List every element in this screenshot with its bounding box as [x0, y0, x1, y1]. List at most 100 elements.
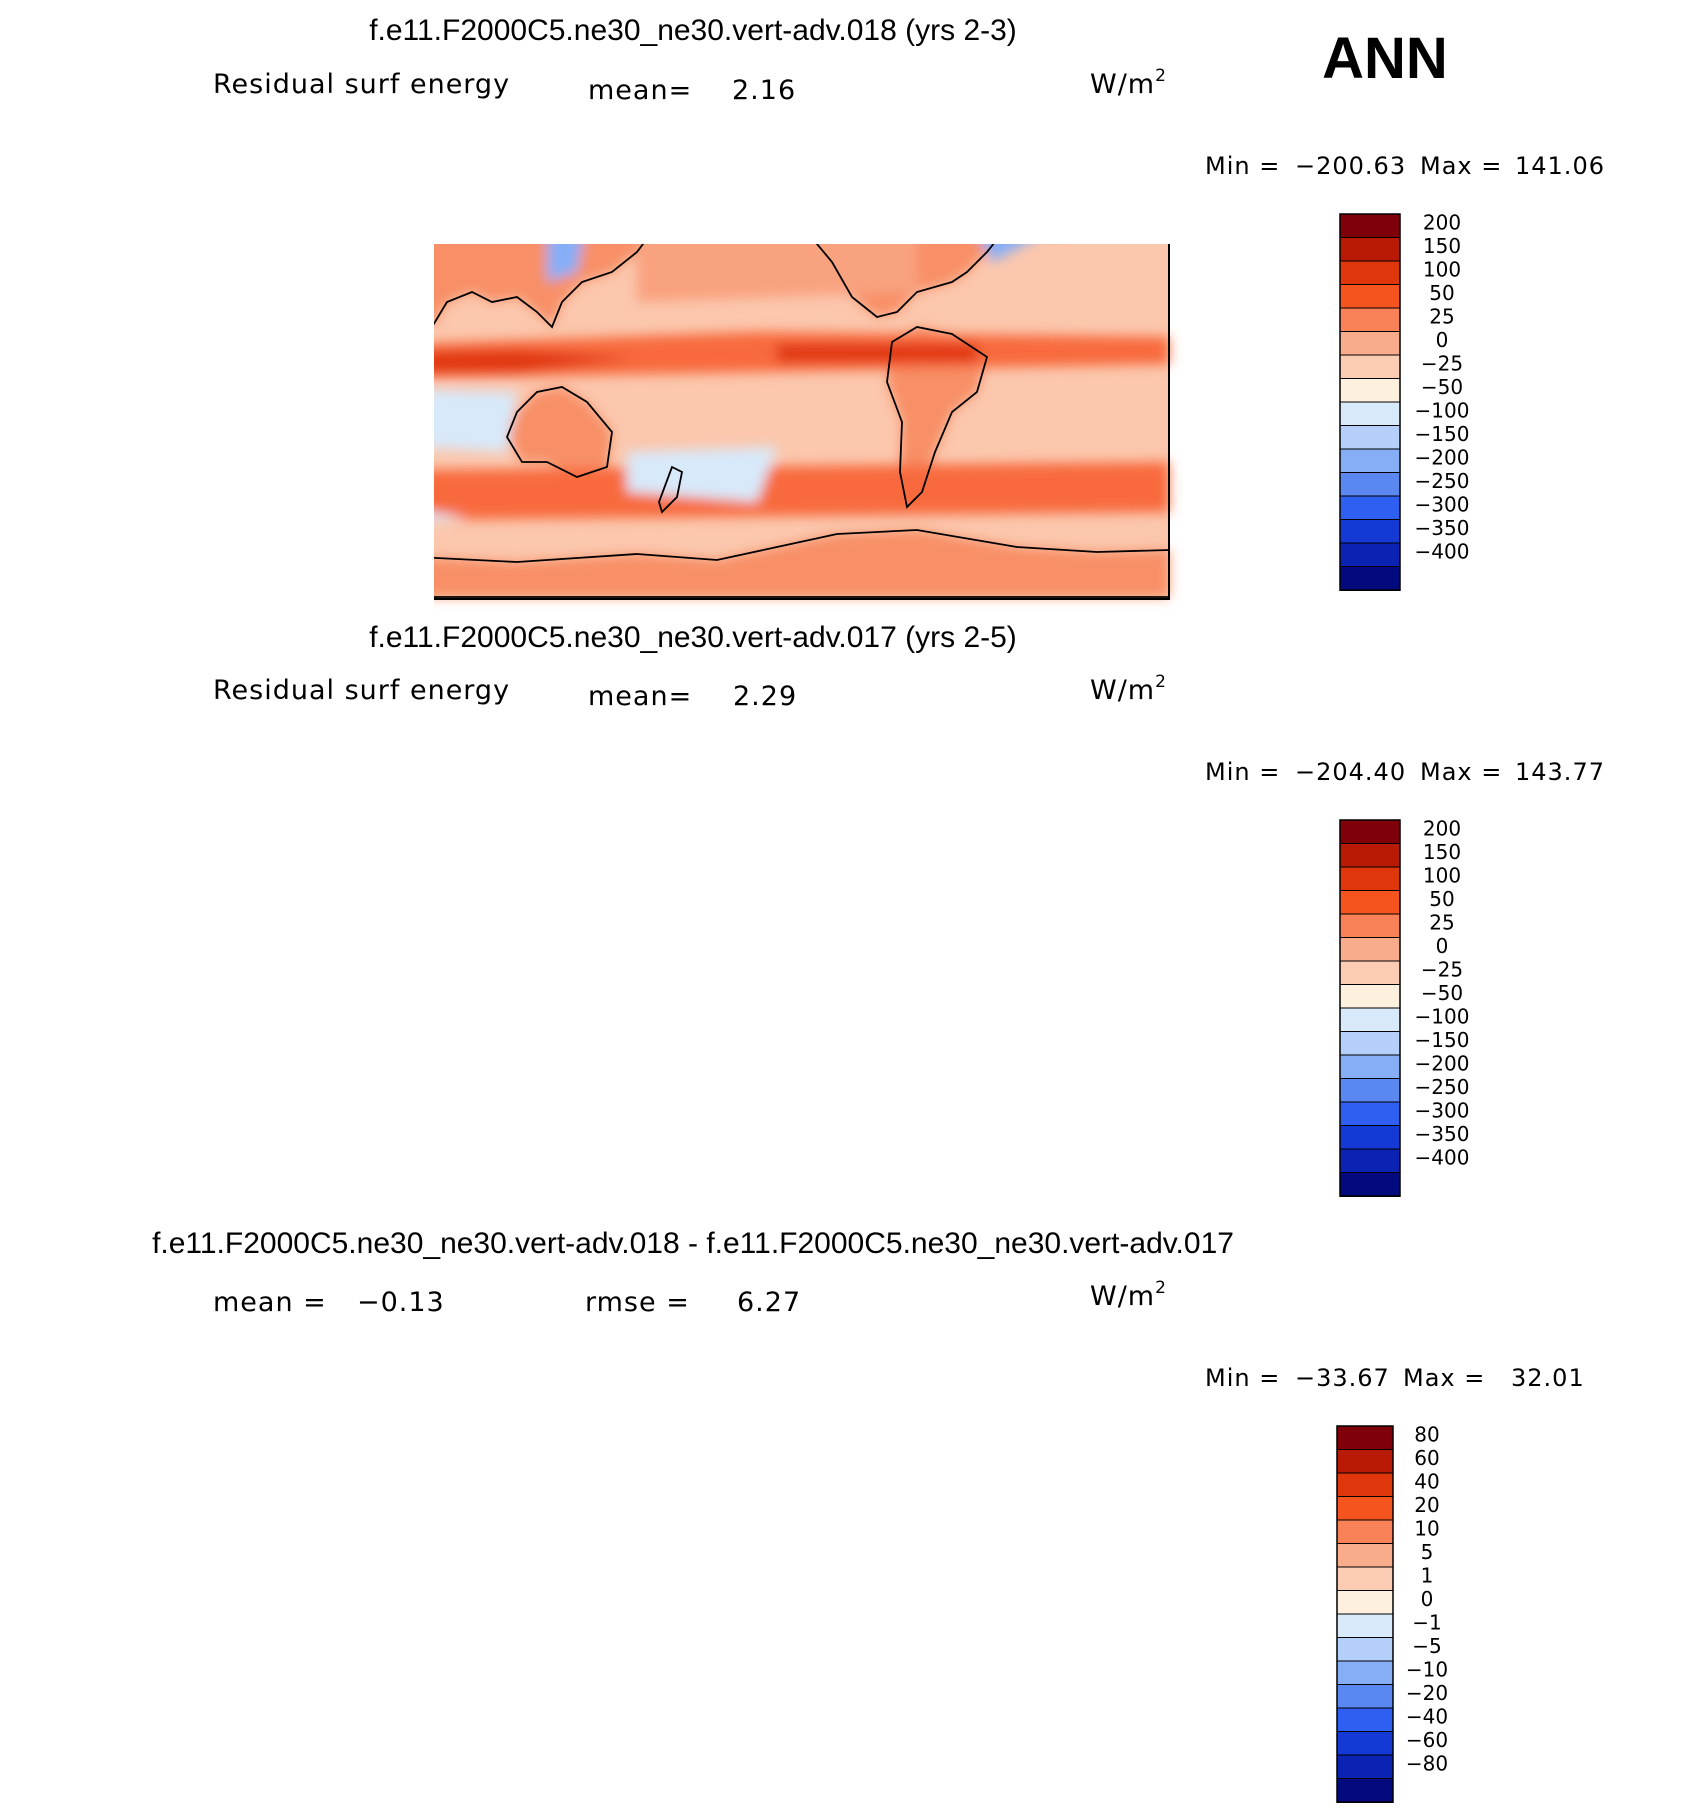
- map-2-field-gulfstream-red: [1037, 817, 1067, 839]
- colorbar-2-label-14: −400: [1415, 1146, 1470, 1170]
- colorbar-2-label-3: 50: [1429, 887, 1454, 911]
- colorbar-1-label-13: −350: [1415, 516, 1470, 540]
- panel-3-units: W/m2: [1090, 1278, 1167, 1312]
- panel-3-min-value: −33.67: [1295, 1364, 1390, 1392]
- colorbar-1-frame: [1339, 213, 1401, 591]
- colorbar-2-box-0: [1339, 819, 1401, 845]
- map-2-background: [217, 729, 1169, 1204]
- colorbar-3-label-8: −1: [1412, 1611, 1441, 1635]
- panel-2: f.e11.F2000C5.ne30_ne30.vert-adv.017 (yr…: [213, 621, 1604, 1204]
- colorbar-3-label-12: −40: [1406, 1705, 1448, 1729]
- colorbar-1-label-9: −150: [1415, 422, 1470, 446]
- map-2-field-antarctic-margin: [217, 1107, 467, 1137]
- map-1-field-antarctic-margin: [434, 512, 467, 522]
- colorbar-1-label-12: −300: [1415, 493, 1470, 517]
- colorbar-3-label-4: 10: [1414, 1517, 1439, 1541]
- colorbar-3-label-14: −80: [1406, 1752, 1448, 1776]
- map-3-field-red-satlantic: [467, 1395, 1137, 1705]
- map-1-frame: [434, 244, 1170, 600]
- map-2-field-tropical: [327, 937, 1169, 985]
- map-3-frame: [217, 1335, 1169, 1810]
- colorbar-2-box-9: [1339, 1031, 1401, 1056]
- colorbar-3-box-5: [1336, 1543, 1394, 1568]
- panel-2-title: f.e11.F2000C5.ne30_ne30.vert-adv.017 (yr…: [369, 621, 1017, 654]
- panel-3-max-label: Max =: [1403, 1364, 1485, 1392]
- colorbar-1-box-13: [1339, 519, 1401, 544]
- colorbar-1-label-5: 0: [1436, 328, 1449, 352]
- colorbar-3-frame: [1336, 1425, 1394, 1803]
- panel-3-min-label: Min =: [1205, 1364, 1280, 1392]
- colorbar-2-label-9: −150: [1415, 1028, 1470, 1052]
- map-2-coastlines: [217, 754, 1169, 1204]
- colorbar-1-box-6: [1339, 354, 1401, 380]
- map-3-field-light-orange: [217, 1390, 1037, 1635]
- colorbar-1-box-8: [1339, 401, 1401, 427]
- map-2-field-southern-ocean: [217, 1067, 1169, 1124]
- colorbar-1-box-10: [1339, 448, 1401, 474]
- colorbar-1-box-11: [1339, 472, 1401, 497]
- panel-1-map: [434, 212, 1170, 600]
- colorbar-2-label-7: −50: [1421, 981, 1463, 1005]
- colorbar-2-label-6: −25: [1421, 958, 1463, 982]
- colorbar-2-box-3: [1339, 890, 1401, 915]
- panel-1-colorbar: 20015010050250−25−50−100−150−200−250−300…: [1339, 211, 1470, 591]
- colorbar-2-box-8: [1339, 1007, 1401, 1033]
- colorbar-3-label-9: −5: [1412, 1634, 1441, 1658]
- panel-1-min-value: −200.63: [1295, 152, 1406, 180]
- colorbar-1-box-12: [1339, 495, 1401, 521]
- colorbar-2-box-13: [1339, 1125, 1401, 1150]
- panel-1-max-value: 141.06: [1515, 152, 1605, 180]
- panel-1-min-label: Min =: [1205, 152, 1280, 180]
- panel-3-max-value: 32.01: [1511, 1364, 1585, 1392]
- map-3-field-blue-mediterranean: [217, 1465, 287, 1515]
- colorbar-3-label-7: 0: [1421, 1587, 1434, 1611]
- colorbar-3-label-0: 80: [1414, 1423, 1439, 1447]
- colorbar-3-label-3: 20: [1414, 1493, 1439, 1517]
- map-2-field-gulfstream: [977, 817, 1047, 867]
- map-2-land: [217, 754, 1169, 1204]
- colorbar-1-box-1: [1339, 237, 1401, 262]
- colorbar-2-box-1: [1339, 843, 1401, 868]
- map-3-field-blue-gulf: [937, 1465, 992, 1510]
- colorbar-1-box-7: [1339, 378, 1401, 403]
- colorbar-1-label-11: −250: [1415, 469, 1470, 493]
- panel-2-min-label: Min =: [1205, 758, 1280, 786]
- colorbar-3-box-15: [1336, 1778, 1394, 1803]
- map-2-field-kuroshio: [547, 821, 587, 887]
- colorbar-2-box-2: [1339, 866, 1401, 892]
- colorbar-1-box-14: [1339, 542, 1401, 568]
- colorbar-3-box-0: [1336, 1425, 1394, 1451]
- colorbar-3-box-12: [1336, 1707, 1394, 1733]
- colorbar-3-box-8: [1336, 1613, 1394, 1639]
- colorbar-3-label-2: 40: [1414, 1470, 1439, 1494]
- panel-1-max-label: Max =: [1420, 152, 1502, 180]
- panel-2-min-value: −204.40: [1295, 758, 1406, 786]
- panel-1-units: W/m2: [1090, 66, 1167, 100]
- panel-2-units: W/m2: [1090, 672, 1167, 706]
- map-2-field-arctic: [217, 749, 1169, 807]
- colorbar-1-box-4: [1339, 307, 1401, 333]
- colorbar-1-box-5: [1339, 331, 1401, 356]
- map-1-field-ne-pacific: [637, 244, 917, 302]
- colorbar-3-box-4: [1336, 1519, 1394, 1545]
- colorbar-1-label-4: 25: [1429, 305, 1454, 329]
- colorbar-1-box-3: [1339, 284, 1401, 309]
- colorbar-1-label-6: −25: [1421, 352, 1463, 376]
- panel-3-rmse-value: 6.27: [737, 1287, 801, 1318]
- map-3-field-blue-kuroshio: [507, 1405, 617, 1505]
- colorbar-3-label-6: 1: [1421, 1564, 1434, 1588]
- colorbar-2-frame: [1339, 819, 1401, 1197]
- map-1-field-gulfstream-red: [1037, 212, 1067, 234]
- panel-1-title: f.e11.F2000C5.ne30_ne30.vert-adv.018 (yr…: [369, 14, 1017, 47]
- colorbar-2-box-10: [1339, 1054, 1401, 1080]
- colorbar-3-label-5: 5: [1421, 1540, 1434, 1564]
- colorbar-1-box-9: [1339, 425, 1401, 450]
- colorbar-3-box-11: [1336, 1684, 1394, 1709]
- colorbar-1-box-2: [1339, 260, 1401, 286]
- map-1-field-kuroshio: [547, 244, 583, 282]
- colorbar-2-box-5: [1339, 937, 1401, 962]
- colorbar-1-label-0: 200: [1423, 211, 1461, 235]
- colorbar-3-box-13: [1336, 1731, 1394, 1756]
- panel-2-mean-value: 2.29: [733, 681, 797, 712]
- map-1-field-south-pacific-blue: [434, 389, 777, 502]
